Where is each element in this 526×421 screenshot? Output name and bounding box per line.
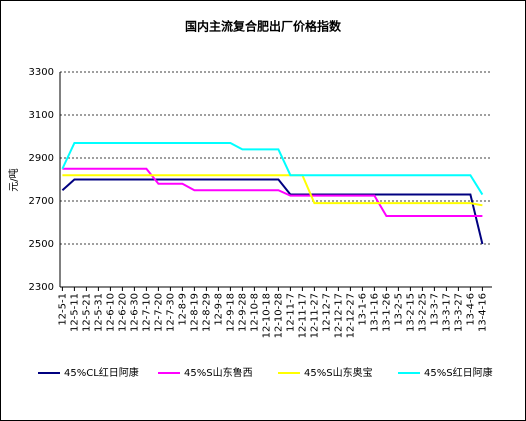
legend-label: 45%S红日阿康 [424,366,493,379]
x-tick-label: 13-2-15 [405,293,416,332]
x-tick-label: 13-3-17 [441,293,452,332]
y-tick-label: 3300 [29,67,54,78]
x-tick-label: 12-5-21 [81,293,92,332]
x-tick-label: 12-7-30 [165,293,176,332]
series-line [61,178,484,245]
series-line [62,174,483,207]
x-tick-label: 12-10-18 [261,293,272,338]
x-tick-label: 13-1-6 [357,293,368,326]
y-tick-label: 2700 [29,196,54,207]
series-line [61,141,484,196]
x-tick-label: 12-8-19 [189,293,200,332]
legend-label: 45%CL红日阿康 [64,366,139,379]
x-tick-label: 12-8-29 [201,293,212,332]
x-tick-label: 13-3-27 [453,293,464,332]
x-tick-label: 12-7-10 [141,293,152,332]
x-tick-label: 12-5-1 [57,293,68,326]
x-tick-label: 12-12-17 [333,293,344,338]
x-tick-label: 12-7-20 [153,293,164,332]
x-tick-label: 12-5-11 [69,293,80,332]
series-line [62,167,483,218]
x-tick-label: 12-10-28 [273,293,284,338]
x-tick-label: 12-12-7 [321,293,332,332]
y-tick-label: 3100 [29,110,54,121]
x-tick-label: 12-6-10 [105,293,116,332]
x-tick-label: 12-11-17 [297,293,308,338]
y-tick-label: 2500 [29,239,54,250]
legend-label: 45%S山东鲁西 [184,366,253,379]
x-tick-label: 13-4-6 [465,293,476,326]
x-tick-label: 13-1-16 [369,293,380,332]
x-tick-label: 12-12-27 [345,293,356,338]
x-tick-label: 12-8-9 [177,293,188,326]
y-tick-label: 2300 [29,282,54,293]
x-tick-label: 12-9-28 [237,293,248,332]
x-tick-label: 12-11-27 [309,293,320,338]
x-tick-label: 13-2-5 [393,293,404,326]
x-tick-label: 12-9-8 [213,293,224,326]
x-tick-label: 13-4-16 [477,293,488,332]
y-axis-label: 元/吨 [7,168,20,191]
x-tick-label: 13-2-25 [417,293,428,332]
legend-label: 45%S山东奥宝 [304,366,373,379]
y-tick-label: 2900 [29,153,54,164]
x-tick-label: 13-1-26 [381,293,392,332]
chart-title: 国内主流复合肥出厂价格指数 [185,19,342,34]
x-tick-label: 12-11-7 [285,293,296,332]
x-tick-label: 12-6-30 [129,293,140,332]
x-tick-label: 12-5-31 [93,293,104,332]
x-tick-label: 12-9-18 [225,293,236,332]
x-tick-label: 12-10-8 [249,293,260,332]
x-tick-label: 13-3-7 [429,293,440,326]
x-tick-label: 12-6-20 [117,293,128,332]
